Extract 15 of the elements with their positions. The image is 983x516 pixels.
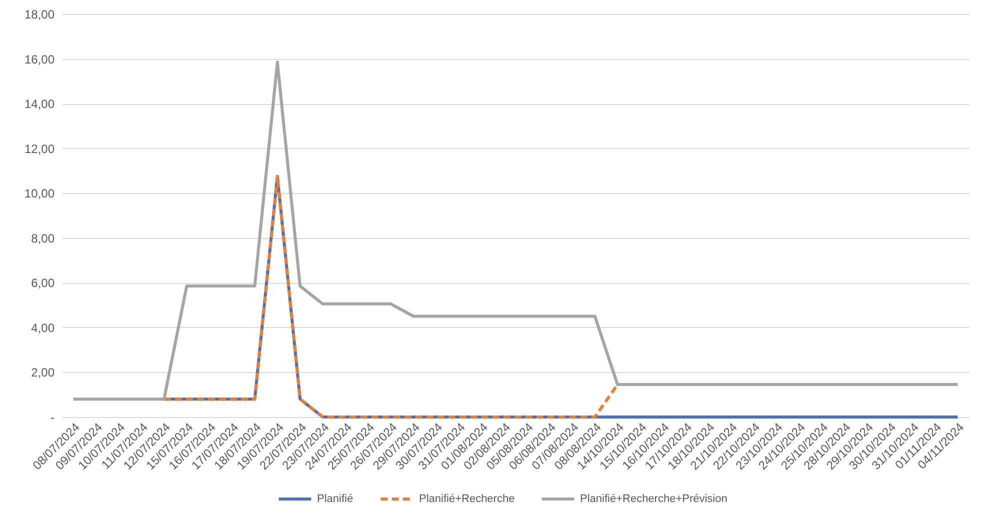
y-tick-label: 16,00 <box>24 52 55 66</box>
y-tick-label: 18,00 <box>24 8 55 22</box>
y-tick-label: 6,00 <box>31 276 55 290</box>
y-tick-label: 2,00 <box>31 366 55 380</box>
y-tick-label: 12,00 <box>24 142 55 156</box>
y-tick-label: 14,00 <box>24 97 55 112</box>
legend-label: Planifié+Recherche <box>419 493 515 505</box>
line-series <box>162 174 620 418</box>
y-tick-label: 8,00 <box>31 231 55 246</box>
legend-label: Planifié <box>317 493 354 505</box>
y-tick-label: 4,00 <box>31 320 55 335</box>
y-tick-label: 10,00 <box>24 186 55 201</box>
legend-label: Planifié+Recherche+Prévision <box>580 493 728 505</box>
line-series <box>72 60 960 401</box>
y-tick-label: - <box>50 410 54 424</box>
